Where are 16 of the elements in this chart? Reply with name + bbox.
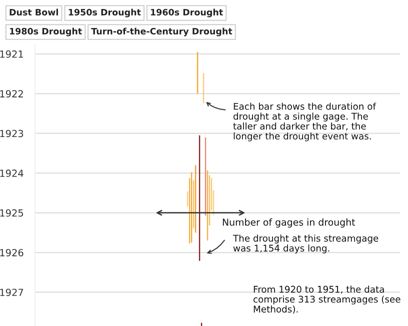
y-tick-label: 1922 (0, 90, 23, 98)
text: 1960s Drought (150, 8, 223, 18)
y-tick-label: 1921 (0, 50, 23, 58)
y-tick-label: 1923 (0, 130, 24, 138)
text: Turn-of-the-Century Drought (91, 28, 232, 36)
text: Dust Bowl (10, 8, 58, 16)
annotation: The drought at this streamgage was 1,154 days long. (232, 234, 378, 254)
annotation: Each bar shows the duration of drought at a single gage. The taller and darker the bar, the longer the drought event was. (233, 102, 376, 142)
x-axis-title: Number of gages in drought (222, 218, 356, 228)
y-tick-label: 1925 (0, 209, 24, 217)
y-tick-label: 1926 (0, 249, 24, 256)
text: 1980s Drought (10, 28, 82, 36)
text: 1950s Drought (68, 8, 141, 18)
annotation: From 1920 to 1951, the data comprise 313 streamgages (see Methods). (254, 286, 400, 314)
y-tick-label: 1927 (0, 288, 24, 296)
y-tick-label: 1924 (0, 170, 24, 177)
